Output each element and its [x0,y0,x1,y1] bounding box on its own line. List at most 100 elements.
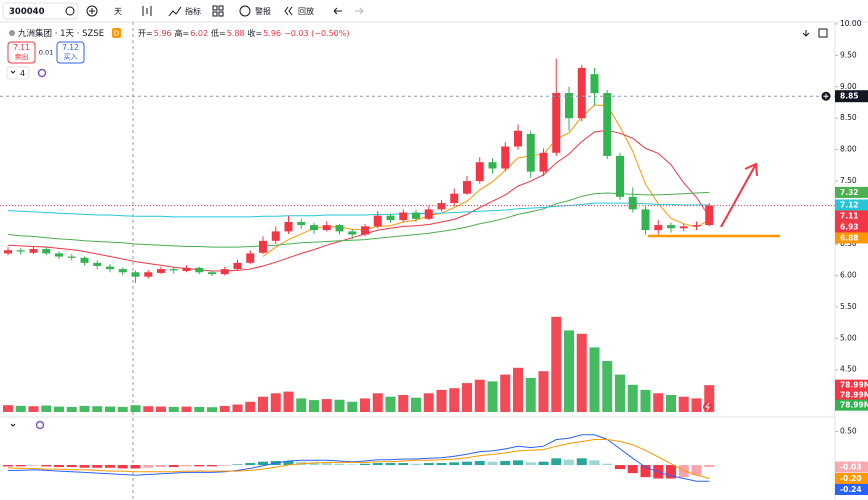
macd-chevron[interactable] [10,423,16,427]
volume-bar [207,407,217,412]
symbol-box[interactable] [2,2,79,20]
y-tick-label: 9.50 [840,50,857,59]
indicators[interactable]: 指标 [185,6,201,16]
volume-bar [372,393,383,412]
volume-bar [168,406,179,412]
volume-bar [462,383,472,412]
sell-label[interactable]: 卖出 [15,52,29,61]
volume-bar [678,396,689,412]
volume-bar [411,397,421,412]
legend: 九洲集团 · 1天 · SZSE D 开= 5.96 高= 6.02 低= 5.88 收= 5… [6,28,828,430]
macd-icon[interactable] [35,420,45,430]
candle-body [475,162,484,182]
spread: 0.01 [39,49,53,57]
candle-body [284,221,293,232]
candle-body [463,181,471,194]
price-tag-label: -0.03 [840,463,862,472]
macd-histogram [538,461,549,466]
volume-bar [156,406,166,412]
macd-histogram [258,461,268,466]
volume-bar [704,385,715,412]
interval[interactable]: 天 [114,7,122,16]
macd-histogram [474,461,485,466]
indicator-icon[interactable] [168,6,182,17]
buy-price[interactable]: 7.12 [62,43,79,52]
candle-body [67,256,76,258]
indicator-count[interactable]: 4 [20,69,25,78]
candle-body [565,93,573,119]
y-tick-label: 5.50 [840,302,857,311]
macd-histogram [551,458,562,466]
macd-histogram [423,463,434,466]
candle-body [488,162,497,169]
indicator-icon[interactable] [37,68,47,78]
sell-button[interactable] [7,41,36,64]
price-tag-label: 6.93 [840,222,859,231]
price-tag-label: 7.11 [840,211,859,220]
macd-histogram [41,465,52,467]
replay[interactable]: 回放 [298,6,314,16]
candle-body [233,262,242,270]
layout-icon[interactable] [212,5,218,11]
volume-bar [513,367,523,412]
sell-price[interactable]: 7.11 [13,43,30,52]
volume-bar [615,374,625,412]
replay-icon[interactable] [284,6,293,16]
redo-icon[interactable] [355,7,364,15]
macd-histogram [666,465,676,479]
volume-bar [347,401,358,412]
ohlc-value: 5.96 [263,29,281,38]
alerts[interactable]: 警报 [255,6,271,16]
symbol[interactable]: 300040 [9,7,45,17]
macd-histogram [117,465,128,469]
volume-bar [105,406,115,412]
buy-button[interactable] [56,41,85,64]
candle-body [335,225,344,232]
macd-histogram [309,462,319,466]
alert-icon[interactable] [239,5,251,17]
macd-histogram [360,463,370,466]
volume-bar [79,405,90,412]
download-icon[interactable] [802,30,810,37]
candle-body [297,221,306,226]
crosshair-label: 8.85 [840,92,859,101]
buy-label[interactable]: 买入 [64,53,78,61]
macd-histogram [704,465,715,468]
undo-icon[interactable] [333,7,342,15]
price-tag-label: 7.12 [840,200,859,209]
macd-histogram [640,465,651,478]
change: −0.03 (−0.50%) [284,29,349,38]
candle-body [437,203,446,210]
price-tag [835,379,868,391]
volume-bar [398,395,409,412]
candle-body [590,74,599,94]
ohlc-label: 收= [248,28,263,38]
search-icon[interactable] [65,6,75,16]
macd-histogram [232,464,243,466]
price-tag-label: 7.32 [840,188,859,197]
macd-histogram [436,463,447,466]
add-icon[interactable] [86,5,98,17]
price-tag-label: -0.24 [840,485,862,494]
price-tag [835,186,868,198]
candle-body [182,267,191,272]
chart-type-icon[interactable] [142,6,152,16]
macd-histogram [194,465,205,467]
drawn-arrow[interactable] [720,162,758,228]
volume-bar [54,406,64,412]
volume-bar [92,406,103,412]
macd-histogram [92,465,103,468]
maximize-icon[interactable] [818,28,828,38]
price-tag [835,461,868,473]
volume-bar [385,396,396,412]
candle-body [348,231,357,235]
indicator-toggle[interactable] [6,66,30,80]
price-tag [835,232,868,244]
macd-histogram [28,465,39,466]
macd-histogram [79,465,90,468]
volume-bar [143,406,154,412]
candle-body [310,225,318,231]
candle-body [654,225,663,231]
price-tag [835,472,868,484]
plot: 10.009.509.008.508.007.507.006.506.005.5… [0,19,868,495]
